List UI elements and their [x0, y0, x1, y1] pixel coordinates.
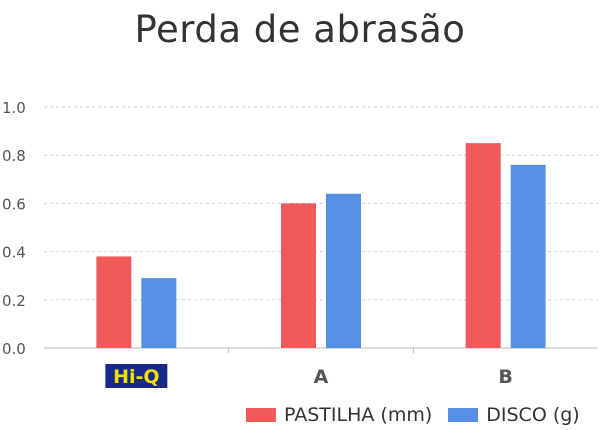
- x-tick-label: Hi-Q: [113, 366, 159, 388]
- legend-label: DISCO (g): [486, 404, 580, 426]
- legend-label: PASTILHA (mm): [284, 404, 433, 426]
- x-tick-label: B: [498, 366, 512, 388]
- y-tick-label: 0.6: [2, 195, 26, 213]
- legend-item-pastilha: PASTILHA (mm): [246, 404, 432, 426]
- chart-title: Perda de abrasão: [134, 8, 466, 51]
- hi-q-logo-badge: [105, 364, 168, 388]
- y-tick-label: 0.4: [2, 244, 26, 262]
- y-tick-label: 0.2: [2, 292, 26, 310]
- y-tick-label: 1.0: [2, 99, 26, 117]
- bar-disco-a: [326, 193, 361, 348]
- legend: PASTILHA (mm) DISCO (g): [246, 401, 600, 429]
- axes: [44, 347, 598, 353]
- y-tick-label: 0.0: [2, 340, 26, 358]
- legend-item-disco: DISCO (g): [448, 404, 580, 426]
- bar-pastilha-b: [465, 143, 501, 348]
- bar-pastilha-hi-q: [96, 256, 132, 348]
- y-tick-label: 0.8: [2, 147, 26, 165]
- legend-swatch: [246, 408, 276, 422]
- bar-pastilha-a: [281, 203, 316, 348]
- gridlines: [44, 106, 598, 301]
- bar-disco-b: [510, 164, 546, 348]
- bars: [96, 143, 546, 348]
- x-tick-label: A: [314, 366, 329, 388]
- bar-disco-hi-q: [141, 278, 177, 348]
- legend-swatch: [448, 408, 479, 422]
- tick-labels: 0.0 0.2 0.4 0.6 0.8 1.0 Hi-Q A B: [2, 99, 513, 388]
